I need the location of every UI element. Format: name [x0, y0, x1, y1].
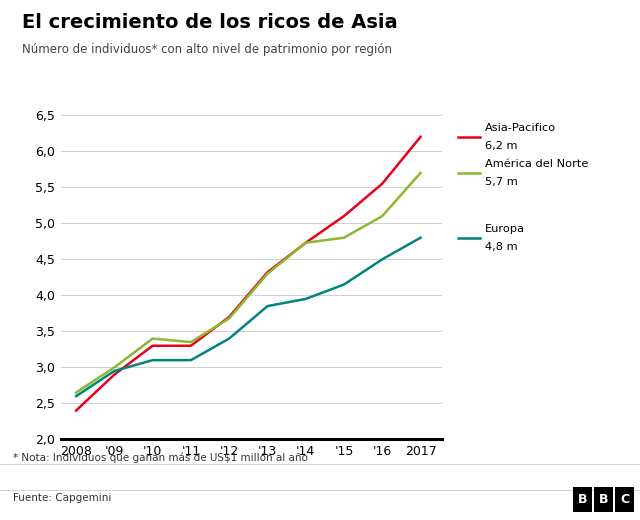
Text: América del Norte: América del Norte	[485, 159, 589, 168]
Text: B: B	[578, 493, 587, 506]
Text: 6,2 m: 6,2 m	[485, 141, 518, 151]
Text: * Nota: Individuos que ganan más de US$1 millón al año: * Nota: Individuos que ganan más de US$1…	[13, 452, 308, 463]
Text: El crecimiento de los ricos de Asia: El crecimiento de los ricos de Asia	[22, 13, 398, 32]
Text: C: C	[620, 493, 629, 506]
Text: Europa: Europa	[485, 224, 525, 233]
Text: 5,7 m: 5,7 m	[485, 177, 518, 187]
Text: Fuente: Capgemini: Fuente: Capgemini	[13, 493, 111, 503]
Text: Número de individuos* con alto nivel de patrimonio por región: Número de individuos* con alto nivel de …	[22, 43, 392, 56]
Text: 4,8 m: 4,8 m	[485, 242, 518, 252]
Text: B: B	[599, 493, 608, 506]
Text: Asia-Pacifico: Asia-Pacifico	[485, 123, 556, 133]
